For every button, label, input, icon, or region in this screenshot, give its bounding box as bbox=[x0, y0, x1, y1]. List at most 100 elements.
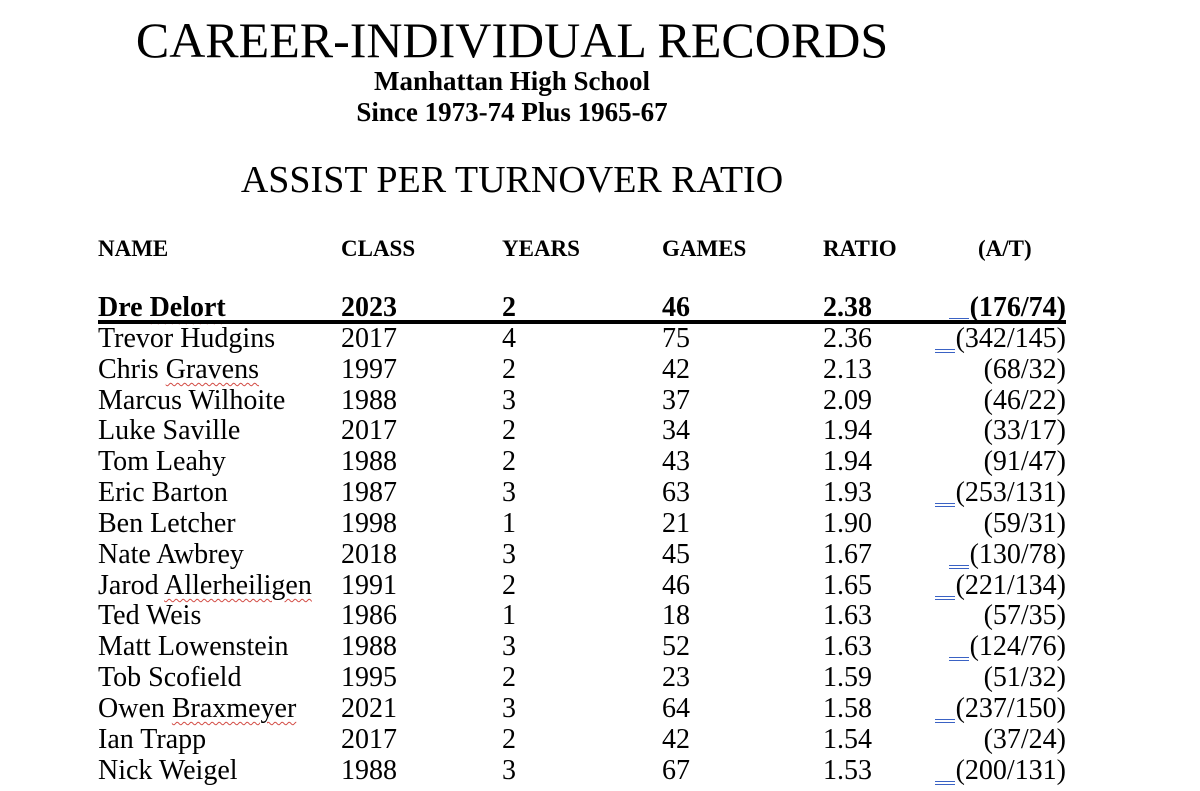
class-cell: 1987 bbox=[341, 477, 397, 508]
player-name-text: Luke Saville bbox=[98, 415, 241, 446]
at-text: (237/150) bbox=[955, 693, 1066, 724]
at-text: (91/47) bbox=[983, 446, 1066, 477]
grammar-underline-mark bbox=[934, 719, 955, 723]
header-games: GAMES bbox=[662, 236, 747, 261]
games-cell: 23 bbox=[662, 662, 690, 693]
page-title: CAREER-INDIVIDUAL RECORDS bbox=[135, 12, 889, 68]
years-cell: 3 bbox=[502, 385, 516, 416]
years-cell: 3 bbox=[502, 755, 516, 786]
at-cell: (59/31) bbox=[984, 508, 1066, 539]
ratio-cell: 1.54 bbox=[823, 724, 872, 755]
class-cell: 1991 bbox=[341, 570, 397, 601]
years-cell: 1 bbox=[502, 508, 516, 539]
class-cell: 1998 bbox=[341, 508, 397, 539]
section-title: ASSIST PER TURNOVER RATIO bbox=[240, 159, 784, 201]
ratio-cell: 1.63 bbox=[823, 600, 872, 631]
player-name: Trevor Hudgins bbox=[98, 323, 275, 354]
years-cell: 2 bbox=[502, 724, 516, 755]
ratio-cell: 2.09 bbox=[823, 385, 872, 416]
table-row: Tom Leahy 1988 2 43 1.94 (91/47) bbox=[0, 446, 1200, 477]
school-subtitle: Manhattan High School bbox=[373, 66, 651, 96]
ratio-cell: 1.65 bbox=[823, 570, 872, 601]
spellcheck-squiggle: Allerheiligen bbox=[164, 570, 312, 601]
player-name: Dre Delort bbox=[98, 292, 226, 323]
player-name-text: Nate Awbrey bbox=[98, 539, 244, 570]
player-name: Marcus Wilhoite bbox=[98, 385, 285, 416]
player-name-text: Ted Weis bbox=[98, 600, 202, 631]
games-cell: 21 bbox=[662, 508, 690, 539]
table-row: Chris Gravens 1997 2 42 2.13 (68/32) bbox=[0, 354, 1200, 385]
ratio-cell: 1.63 bbox=[823, 631, 872, 662]
player-name: Nick Weigel bbox=[98, 755, 238, 786]
header-years: YEARS bbox=[502, 236, 580, 261]
ratio-cell: 1.53 bbox=[823, 755, 872, 786]
player-name-text: Eric Barton bbox=[98, 477, 228, 508]
at-cell: (33/17) bbox=[984, 415, 1066, 446]
class-cell: 1986 bbox=[341, 600, 397, 631]
player-name-text: Jarod bbox=[98, 570, 165, 601]
class-cell: 1988 bbox=[341, 755, 397, 786]
at-text: (124/76) bbox=[969, 631, 1066, 662]
class-cell: 2017 bbox=[341, 323, 397, 354]
at-cell: (176/74) bbox=[948, 292, 1066, 323]
games-cell: 42 bbox=[662, 724, 690, 755]
ratio-cell: 2.38 bbox=[823, 292, 872, 323]
class-cell: 1988 bbox=[341, 385, 397, 416]
player-name: Ian Trapp bbox=[98, 724, 206, 755]
years-cell: 2 bbox=[502, 570, 516, 601]
class-cell: 2017 bbox=[341, 415, 397, 446]
games-cell: 75 bbox=[662, 323, 690, 354]
ratio-cell: 1.59 bbox=[823, 662, 872, 693]
at-text: (46/22) bbox=[983, 385, 1066, 416]
table-row: Nate Awbrey 2018 3 45 1.67 (130/78) bbox=[0, 539, 1200, 570]
player-name-text: Tom Leahy bbox=[98, 446, 226, 477]
grammar-underline-mark bbox=[934, 781, 955, 785]
at-text: (253/131) bbox=[955, 477, 1066, 508]
games-cell: 46 bbox=[662, 292, 690, 323]
at-cell: (253/131) bbox=[934, 477, 1066, 508]
games-cell: 42 bbox=[662, 354, 690, 385]
ratio-cell: 1.94 bbox=[823, 415, 872, 446]
player-name-text: Owen bbox=[98, 693, 172, 724]
table-row: Marcus Wilhoite 1988 3 37 2.09 (46/22) bbox=[0, 385, 1200, 416]
ratio-cell: 1.67 bbox=[823, 539, 872, 570]
grammar-underline-mark bbox=[948, 565, 969, 569]
table-row: Nick Weigel 1988 3 67 1.53 (200/131) bbox=[0, 755, 1200, 786]
header-ratio: RATIO bbox=[823, 236, 897, 261]
games-cell: 43 bbox=[662, 446, 690, 477]
at-cell: (37/24) bbox=[984, 724, 1066, 755]
player-name-text: Ben Letcher bbox=[98, 508, 236, 539]
years-cell: 3 bbox=[502, 539, 516, 570]
years-cell: 2 bbox=[502, 662, 516, 693]
ratio-cell: 1.90 bbox=[823, 508, 872, 539]
years-cell: 2 bbox=[502, 354, 516, 385]
years-cell: 2 bbox=[502, 446, 516, 477]
player-name-text: Matt Lowenstein bbox=[98, 631, 289, 662]
player-name: Owen Braxmeyer bbox=[98, 693, 296, 724]
table-row: Eric Barton 1987 3 63 1.93 (253/131) bbox=[0, 477, 1200, 508]
ratio-cell: 1.93 bbox=[823, 477, 872, 508]
years-cell: 2 bbox=[502, 415, 516, 446]
player-name: Luke Saville bbox=[98, 415, 240, 446]
header-class: CLASS bbox=[341, 236, 416, 261]
games-cell: 67 bbox=[662, 755, 690, 786]
at-text: (33/17) bbox=[983, 415, 1066, 446]
player-name: Eric Barton bbox=[98, 477, 228, 508]
years-span-subtitle: Since 1973-74 Plus 1965-67 bbox=[356, 97, 668, 127]
at-text: (176/74) bbox=[969, 292, 1066, 323]
years-cell: 1 bbox=[502, 600, 516, 631]
ratio-cell: 1.94 bbox=[823, 446, 872, 477]
years-cell: 3 bbox=[502, 631, 516, 662]
at-cell: (342/145) bbox=[934, 323, 1066, 354]
table-row: Matt Lowenstein 1988 3 52 1.63 (124/76) bbox=[0, 631, 1200, 662]
games-cell: 46 bbox=[662, 570, 690, 601]
spellcheck-squiggle: Delort bbox=[149, 292, 226, 323]
grammar-underline-mark bbox=[934, 349, 955, 353]
spellcheck-squiggle: Braxmeyer bbox=[171, 693, 297, 724]
at-text: (59/31) bbox=[983, 508, 1066, 539]
at-text: (200/131) bbox=[955, 755, 1066, 786]
games-cell: 34 bbox=[662, 415, 690, 446]
player-name: Matt Lowenstein bbox=[98, 631, 289, 662]
table-row: Trevor Hudgins 2017 4 75 2.36 (342/145) bbox=[0, 323, 1200, 354]
record-divider-line bbox=[98, 320, 1066, 324]
